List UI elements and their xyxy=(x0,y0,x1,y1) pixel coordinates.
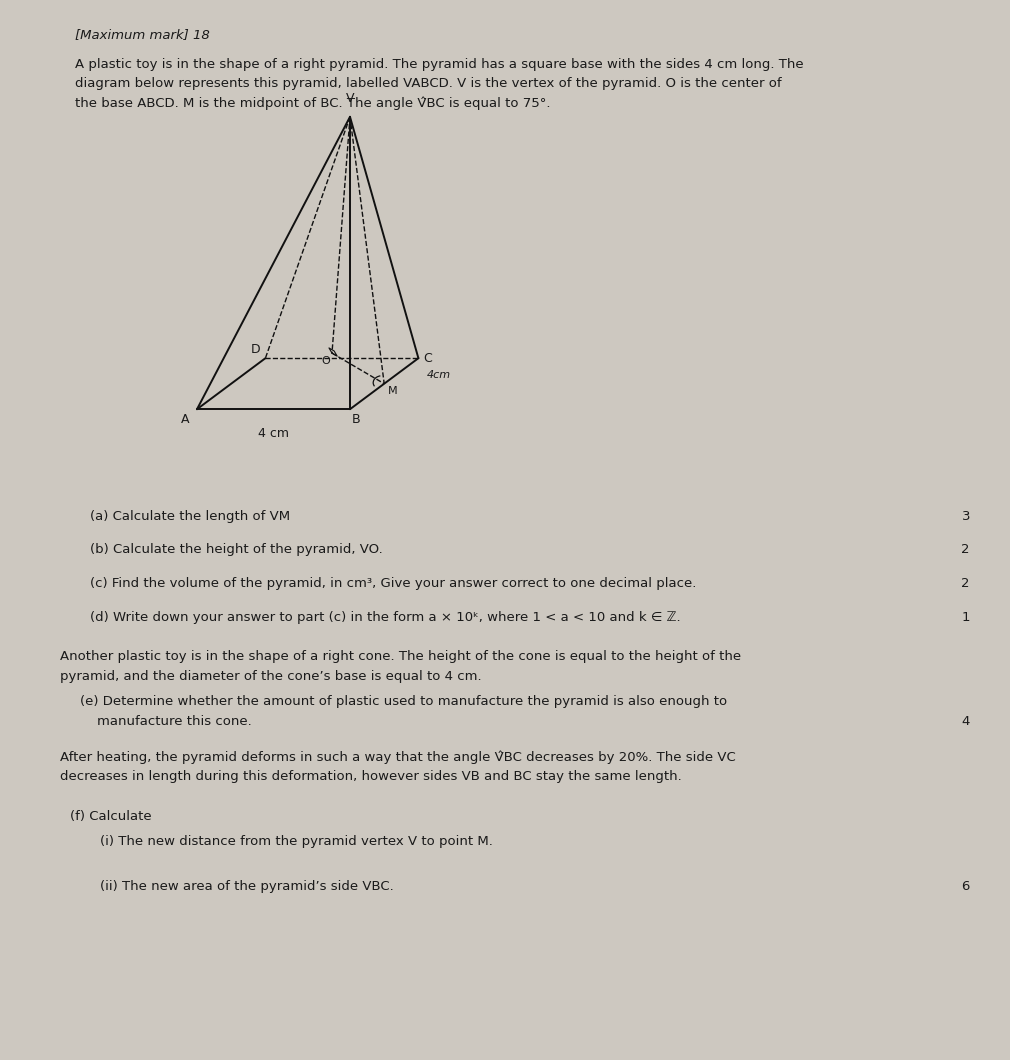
Text: O: O xyxy=(321,356,330,366)
Text: Another plastic toy is in the shape of a right cone. The height of the cone is e: Another plastic toy is in the shape of a… xyxy=(60,650,741,662)
Text: the base ABCD. M is the midpoint of BC. The angle V̂BC is equal to 75°.: the base ABCD. M is the midpoint of BC. … xyxy=(75,96,550,109)
Text: 4 cm: 4 cm xyxy=(258,427,289,440)
Text: A plastic toy is in the shape of a right pyramid. The pyramid has a square base : A plastic toy is in the shape of a right… xyxy=(75,58,804,71)
Text: B: B xyxy=(352,413,361,426)
Text: diagram below represents this pyramid, labelled VABCD. V is the vertex of the py: diagram below represents this pyramid, l… xyxy=(75,77,782,90)
Text: (e) Determine whether the amount of plastic used to manufacture the pyramid is a: (e) Determine whether the amount of plas… xyxy=(80,695,727,708)
Text: (a) Calculate the length of VM: (a) Calculate the length of VM xyxy=(90,510,290,523)
Text: C: C xyxy=(423,352,432,365)
Text: 2: 2 xyxy=(962,543,970,556)
Text: 4: 4 xyxy=(962,716,970,728)
Text: 6: 6 xyxy=(962,880,970,893)
Text: manufacture this cone.: manufacture this cone. xyxy=(80,716,251,728)
Text: 1: 1 xyxy=(962,611,970,624)
Text: After heating, the pyramid deforms in such a way that the angle V̂BC decreases b: After heating, the pyramid deforms in su… xyxy=(60,750,735,763)
Text: D: D xyxy=(250,343,261,356)
Text: (ii) The new area of the pyramid’s side VBC.: (ii) The new area of the pyramid’s side … xyxy=(100,880,394,893)
Text: pyramid, and the diameter of the cone’s base is equal to 4 cm.: pyramid, and the diameter of the cone’s … xyxy=(60,670,482,683)
Text: M: M xyxy=(388,386,398,395)
Text: 4cm: 4cm xyxy=(426,370,450,381)
Text: (d) Write down your answer to part (c) in the form a × 10ᵏ, where 1 < a < 10 and: (d) Write down your answer to part (c) i… xyxy=(90,611,681,624)
Text: 2: 2 xyxy=(962,577,970,590)
Text: A: A xyxy=(181,413,189,426)
Text: 3: 3 xyxy=(962,510,970,523)
Text: [Maximum mark] 18: [Maximum mark] 18 xyxy=(75,28,210,41)
Text: V: V xyxy=(345,92,355,105)
Text: (c) Find the volume of the pyramid, in cm³, Give your answer correct to one deci: (c) Find the volume of the pyramid, in c… xyxy=(90,577,696,590)
Text: (f) Calculate: (f) Calculate xyxy=(70,810,152,823)
Text: decreases in length during this deformation, however sides VB and BC stay the sa: decreases in length during this deformat… xyxy=(60,770,682,783)
Text: (b) Calculate the height of the pyramid, VO.: (b) Calculate the height of the pyramid,… xyxy=(90,543,383,556)
Text: (i) The new distance from the pyramid vertex V to point M.: (i) The new distance from the pyramid ve… xyxy=(100,835,493,848)
